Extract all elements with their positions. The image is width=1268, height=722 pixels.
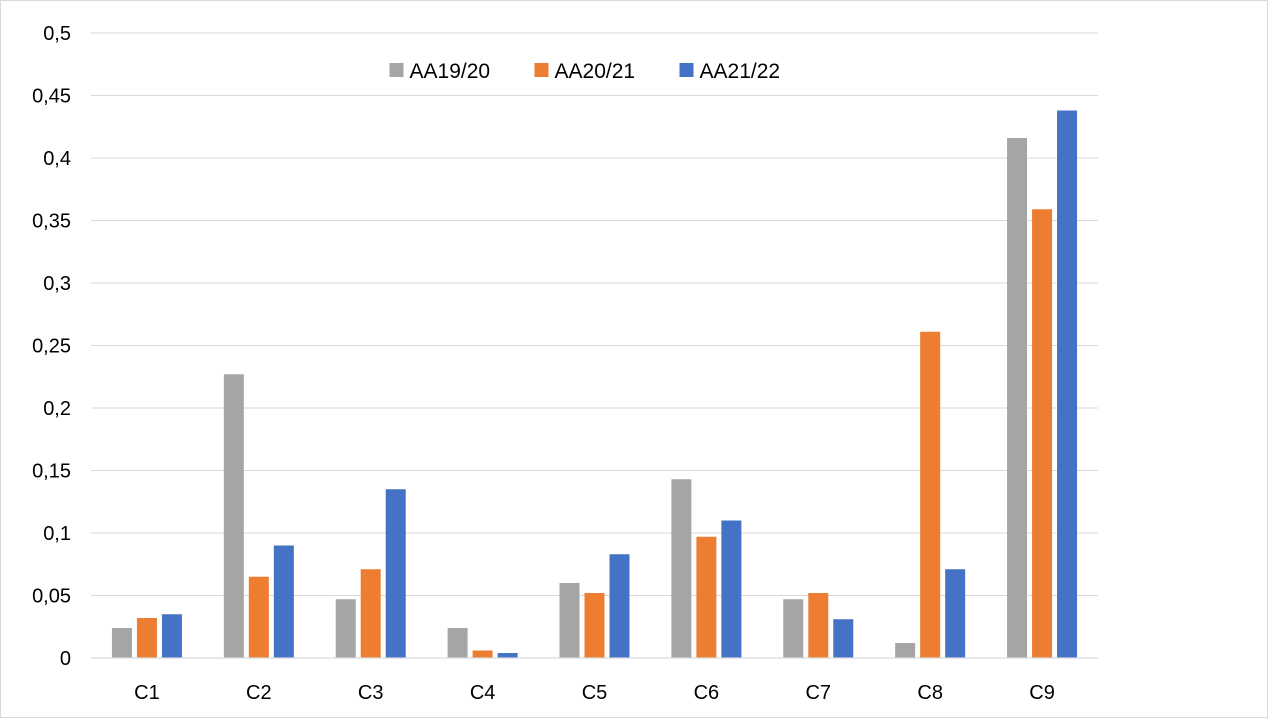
x-tick-label: C8 (917, 682, 943, 704)
y-axis: 0 0,05 0,1 0,15 0,2 0,25 0,3 0,35 0,4 0,45 0,5 (32, 23, 71, 670)
bar-c9-3 (1057, 110, 1078, 658)
bar-c6-1 (671, 479, 692, 658)
y-tick-label: 0,25 (32, 336, 71, 358)
bar-c7-3 (833, 619, 854, 658)
legend-swatch (679, 63, 694, 77)
x-tick-label: C6 (694, 682, 720, 704)
bar-c8-3 (945, 569, 966, 658)
y-tick-label: 0 (60, 648, 71, 670)
x-tick-label: C9 (1029, 682, 1055, 704)
y-tick-label: 0,15 (32, 461, 71, 483)
bar-c1-2 (136, 618, 157, 658)
x-tick-label: C4 (470, 682, 496, 704)
bar-c6-3 (721, 520, 742, 658)
bar-c5-3 (609, 554, 630, 658)
x-tick-label: C3 (358, 682, 384, 704)
bar-c4-3 (497, 653, 518, 658)
bar-c3-3 (385, 489, 406, 658)
legend-label: AA19/20 (410, 60, 491, 83)
bar-c8-2 (920, 331, 941, 658)
bar-c2-3 (273, 545, 294, 658)
x-tick-label: C7 (805, 682, 831, 704)
bar-c7-1 (783, 599, 804, 658)
bar-c5-1 (559, 583, 580, 658)
y-tick-label: 0,2 (43, 398, 71, 420)
gridlines (91, 32, 1098, 596)
bar-c1-3 (161, 614, 182, 658)
bar-c1-1 (111, 628, 132, 658)
y-tick-label: 0,05 (32, 586, 71, 608)
bar-c8-1 (895, 643, 916, 658)
bar-c2-2 (248, 576, 269, 658)
bar-c9-2 (1032, 209, 1053, 658)
legend-swatch (534, 63, 549, 77)
y-tick-label: 0,1 (43, 523, 71, 545)
y-tick-label: 0,35 (32, 211, 71, 233)
bar-c5-2 (584, 593, 605, 658)
y-tick-label: 0,45 (32, 86, 71, 108)
legend-label: AA21/22 (700, 60, 781, 83)
y-tick-label: 0,3 (43, 273, 71, 295)
bar-c2-1 (223, 374, 244, 658)
legend-label: AA20/21 (555, 60, 636, 83)
bar-c7-2 (808, 593, 829, 658)
bar-c3-2 (360, 569, 381, 658)
bar-c4-1 (447, 628, 468, 658)
x-tick-label: C2 (246, 682, 272, 704)
legend-swatch (389, 63, 404, 77)
bar-c9-1 (1007, 138, 1028, 658)
legend: AA19/20 AA20/21 AA21/22 (389, 60, 781, 83)
bar-c4-2 (472, 650, 493, 658)
bars (111, 110, 1078, 658)
y-tick-label: 0,4 (43, 148, 71, 170)
x-tick-label: C1 (134, 682, 160, 704)
x-tick-label: C5 (582, 682, 608, 704)
bar-c6-2 (696, 536, 717, 658)
y-tick-label: 0,5 (43, 23, 71, 45)
x-axis: C1 C2 C3 C4 C5 C6 C7 C8 C9 (91, 657, 1098, 704)
bar-c3-1 (335, 599, 356, 658)
